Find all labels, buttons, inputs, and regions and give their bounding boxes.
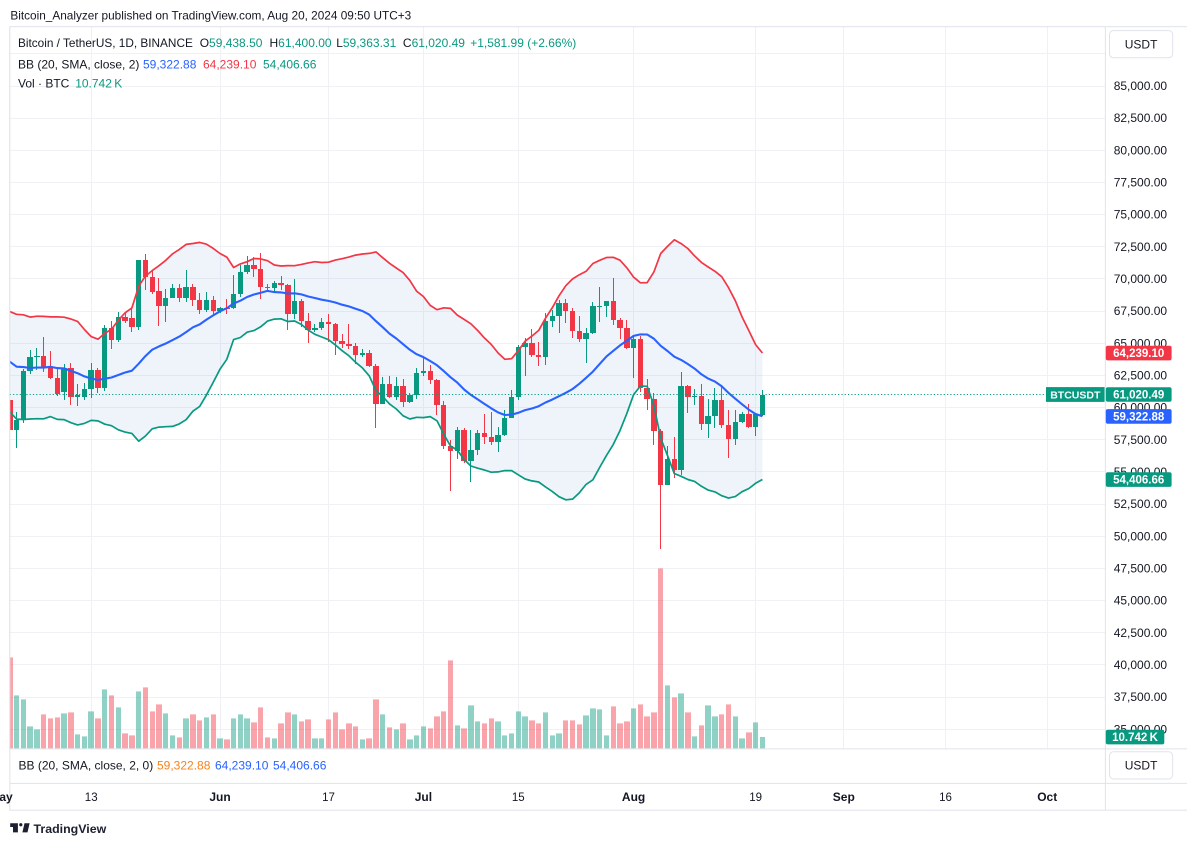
svg-text:62,500.00: 62,500.00 xyxy=(1114,369,1168,383)
svg-text:59,322.88: 59,322.88 xyxy=(1113,412,1165,424)
svg-text:16: 16 xyxy=(939,792,952,804)
svg-text:13: 13 xyxy=(85,792,98,804)
svg-text:19: 19 xyxy=(749,792,762,804)
svg-text:O59,438.50: O59,438.50 xyxy=(200,36,263,50)
svg-text:TradingView: TradingView xyxy=(34,822,107,836)
svg-text:57,500.00: 57,500.00 xyxy=(1114,433,1168,447)
svg-text:USDT: USDT xyxy=(1125,759,1158,773)
svg-text:85,000.00: 85,000.00 xyxy=(1114,79,1168,93)
svg-text:BB (20, SMA, close, 2): BB (20, SMA, close, 2) xyxy=(18,58,139,72)
svg-text:Jun: Jun xyxy=(209,790,230,804)
svg-text:15: 15 xyxy=(512,792,525,804)
svg-text:USDT: USDT xyxy=(1125,37,1158,51)
svg-text:L59,363.31: L59,363.31 xyxy=(336,36,396,50)
svg-text:67,500.00: 67,500.00 xyxy=(1114,304,1168,318)
svg-text:BB (20, SMA, close, 2, 0): BB (20, SMA, close, 2, 0) xyxy=(19,758,154,772)
svg-text:61,020.49: 61,020.49 xyxy=(1113,390,1164,402)
svg-text:Bitcoin_Analyzer published on: Bitcoin_Analyzer published on TradingVie… xyxy=(10,9,411,23)
svg-text:80,000.00: 80,000.00 xyxy=(1114,143,1168,157)
svg-text:82,500.00: 82,500.00 xyxy=(1114,111,1168,125)
svg-text:10.742 K: 10.742 K xyxy=(1112,732,1158,744)
svg-text:BTCUSDT: BTCUSDT xyxy=(1050,389,1101,401)
svg-text:52,500.00: 52,500.00 xyxy=(1114,497,1168,511)
svg-text:H61,400.00: H61,400.00 xyxy=(270,36,332,50)
svg-text:Jul: Jul xyxy=(415,790,432,804)
svg-text:72,500.00: 72,500.00 xyxy=(1114,240,1168,254)
svg-text:May: May xyxy=(0,790,13,804)
svg-text:C61,020.49: C61,020.49 xyxy=(403,36,465,50)
svg-text:59,322.88: 59,322.88 xyxy=(143,58,197,72)
svg-text:64,239.10: 64,239.10 xyxy=(1113,348,1164,360)
svg-text:Oct: Oct xyxy=(1037,790,1057,804)
svg-text:17: 17 xyxy=(322,792,335,804)
svg-text:Sep: Sep xyxy=(833,790,855,804)
svg-text:70,000.00: 70,000.00 xyxy=(1114,272,1168,286)
svg-text:54,406.66: 54,406.66 xyxy=(1113,475,1164,487)
svg-text:Aug: Aug xyxy=(622,790,645,804)
svg-text:42,500.00: 42,500.00 xyxy=(1114,626,1168,640)
svg-text:54,406.66: 54,406.66 xyxy=(273,758,327,772)
svg-text:45,000.00: 45,000.00 xyxy=(1114,594,1168,608)
svg-text:Vol · BTC: Vol · BTC xyxy=(18,77,70,91)
svg-text:47,500.00: 47,500.00 xyxy=(1114,562,1168,576)
svg-text:50,000.00: 50,000.00 xyxy=(1114,529,1168,543)
svg-text:77,500.00: 77,500.00 xyxy=(1114,176,1168,190)
svg-text:Bitcoin / TetherUS, 1D, BINANC: Bitcoin / TetherUS, 1D, BINANCE xyxy=(18,36,193,50)
svg-text:40,000.00: 40,000.00 xyxy=(1114,658,1168,672)
svg-text:75,000.00: 75,000.00 xyxy=(1114,208,1168,222)
svg-text:54,406.66: 54,406.66 xyxy=(263,58,317,72)
svg-text:37,500.00: 37,500.00 xyxy=(1114,690,1168,704)
svg-text:+1,581.99 (+2.66%): +1,581.99 (+2.66%) xyxy=(470,36,576,50)
svg-text:10.742 K: 10.742 K xyxy=(75,77,122,91)
svg-text:64,239.10: 64,239.10 xyxy=(203,58,257,72)
svg-text:64,239.10: 64,239.10 xyxy=(215,758,269,772)
svg-text:59,322.88: 59,322.88 xyxy=(157,758,211,772)
